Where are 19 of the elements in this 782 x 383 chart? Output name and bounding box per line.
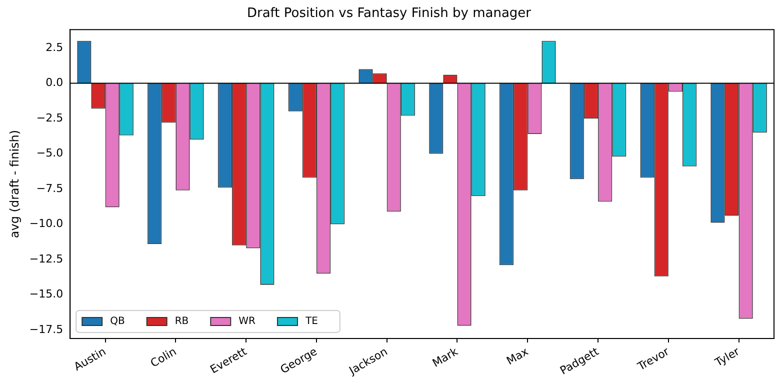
y-tick-label: −10.0 xyxy=(29,217,64,230)
legend-label: QB xyxy=(110,316,125,328)
y-tick-label: −5.0 xyxy=(36,146,64,160)
y-tick-label: 0.0 xyxy=(46,76,64,90)
y-tick-label: −12.5 xyxy=(29,252,64,266)
y-tick-label: −7.5 xyxy=(36,182,64,195)
y-axis-title: avg (draft - finish) xyxy=(7,130,22,238)
x-tick-label: Tyler xyxy=(712,344,742,370)
y-tick-label: −2.5 xyxy=(36,111,64,124)
x-tick-label: Mark xyxy=(430,344,461,370)
legend-label: RB xyxy=(174,316,189,328)
y-tick-label: −17.5 xyxy=(29,322,64,336)
x-tick-label: Colin xyxy=(148,344,179,370)
legend-label: WR xyxy=(238,316,256,328)
chart-title: Draft Position vs Fantasy Finish by manager xyxy=(246,6,532,22)
legend-label: TE xyxy=(304,316,318,328)
x-tick-label: Max xyxy=(504,344,531,368)
y-tick-label: −15.0 xyxy=(29,288,64,301)
y-tick-label: 2.5 xyxy=(46,40,64,54)
